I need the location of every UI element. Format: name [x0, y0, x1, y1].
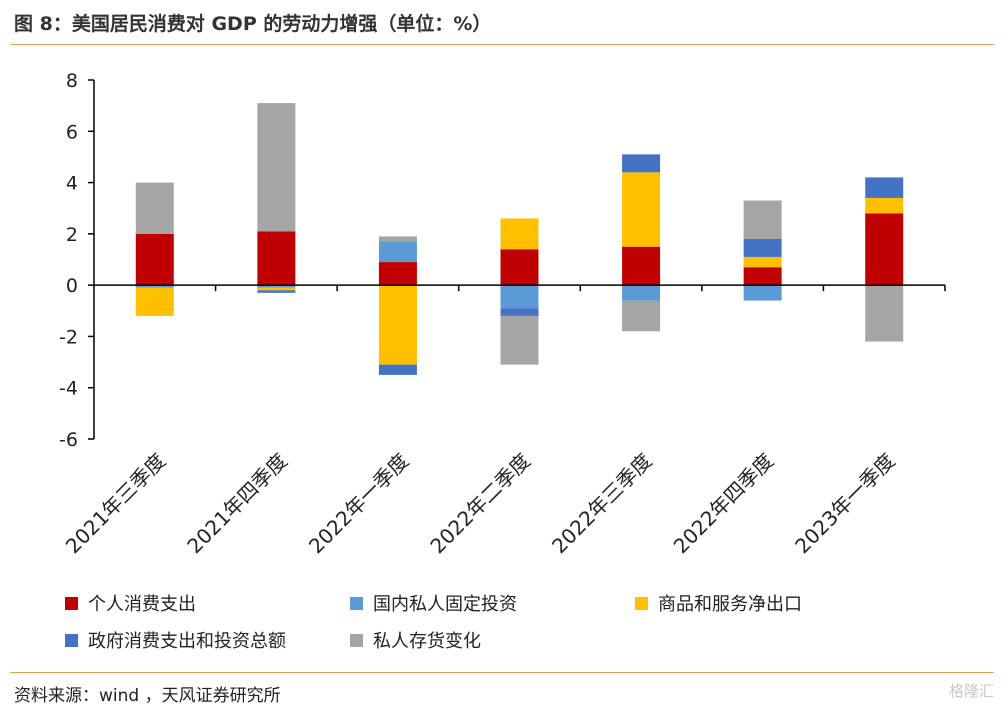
bar-segment — [865, 213, 904, 286]
bar-segment — [743, 267, 782, 286]
bar-segment — [743, 200, 782, 239]
bar-segment — [743, 256, 782, 268]
legend-item: 私人存货变化 — [350, 627, 481, 653]
bar-segment — [622, 172, 661, 247]
y-tick-label: 6 — [66, 121, 78, 143]
x-category-label: 2021年三季度 — [61, 449, 171, 559]
legend-label: 私人存货变化 — [373, 631, 481, 652]
bar-segment — [622, 154, 661, 173]
watermark: 格隆汇 — [948, 682, 994, 700]
legend-item: 个人消费支出 — [65, 590, 196, 616]
bar-segment — [257, 287, 296, 291]
x-category-label: 2022年三季度 — [547, 449, 657, 559]
legend-swatch — [65, 596, 78, 610]
bar-segment — [378, 364, 417, 375]
x-category-label: 2021年四季度 — [182, 449, 292, 559]
title-divider — [10, 44, 994, 45]
bar-segment — [500, 218, 539, 250]
bar-segment — [257, 231, 296, 286]
bar-segment — [257, 103, 296, 232]
bar-segment — [378, 236, 417, 242]
bar-segment — [865, 177, 904, 198]
bar-segment — [135, 287, 174, 316]
legend-item: 国内私人固定投资 — [350, 590, 517, 616]
footer-divider — [10, 672, 994, 673]
y-tick-label: 2 — [66, 224, 78, 246]
bar-segment — [743, 238, 782, 257]
y-tick-label: -4 — [59, 378, 78, 400]
bar-segment — [378, 241, 417, 263]
x-category-label: 2022年一季度 — [304, 449, 414, 559]
legend-label: 政府消费支出和投资总额 — [88, 631, 286, 652]
y-tick-label: -2 — [59, 326, 78, 348]
legend-item: 政府消费支出和投资总额 — [65, 627, 286, 653]
bar-segment — [500, 308, 539, 316]
bar-segment — [135, 182, 174, 234]
bar-segment — [743, 285, 782, 301]
bar-segment — [865, 197, 904, 214]
legend-swatch — [350, 633, 363, 647]
bar-segment — [865, 285, 904, 342]
bar-segment — [622, 300, 661, 332]
bar-segment — [378, 285, 417, 365]
bar-segment — [622, 246, 661, 286]
source-note: 资料来源：wind ，天风证券研究所 — [14, 686, 281, 706]
x-category-label: 2022年二季度 — [426, 449, 536, 559]
y-tick-label: 8 — [66, 70, 78, 92]
bar-segment — [378, 262, 417, 286]
legend-swatch — [350, 596, 363, 610]
bar-segment — [500, 315, 539, 365]
legend-swatch — [635, 596, 648, 610]
y-tick-label: 0 — [66, 275, 78, 297]
y-tick-label: -6 — [59, 429, 78, 451]
bar-segment — [135, 285, 174, 288]
chart-title: 图 8：美国居民消费对 GDP 的劳动力增强（单位：%） — [14, 13, 492, 35]
legend-label: 商品和服务净出口 — [658, 594, 802, 615]
bar-segment — [500, 249, 539, 286]
bar-segment — [257, 285, 296, 288]
x-category-label: 2022年四季度 — [669, 449, 779, 559]
y-tick-label: 4 — [66, 173, 78, 195]
x-category-label: 2023年一季度 — [790, 449, 900, 559]
legend-label: 国内私人固定投资 — [373, 594, 517, 615]
bar-segment — [622, 285, 661, 301]
legend-label: 个人消费支出 — [88, 594, 196, 615]
bar-segment — [500, 285, 539, 309]
legend-swatch — [65, 633, 78, 647]
bar-segment — [135, 233, 174, 286]
bar-segment — [257, 290, 296, 293]
legend-item: 商品和服务净出口 — [635, 590, 802, 616]
